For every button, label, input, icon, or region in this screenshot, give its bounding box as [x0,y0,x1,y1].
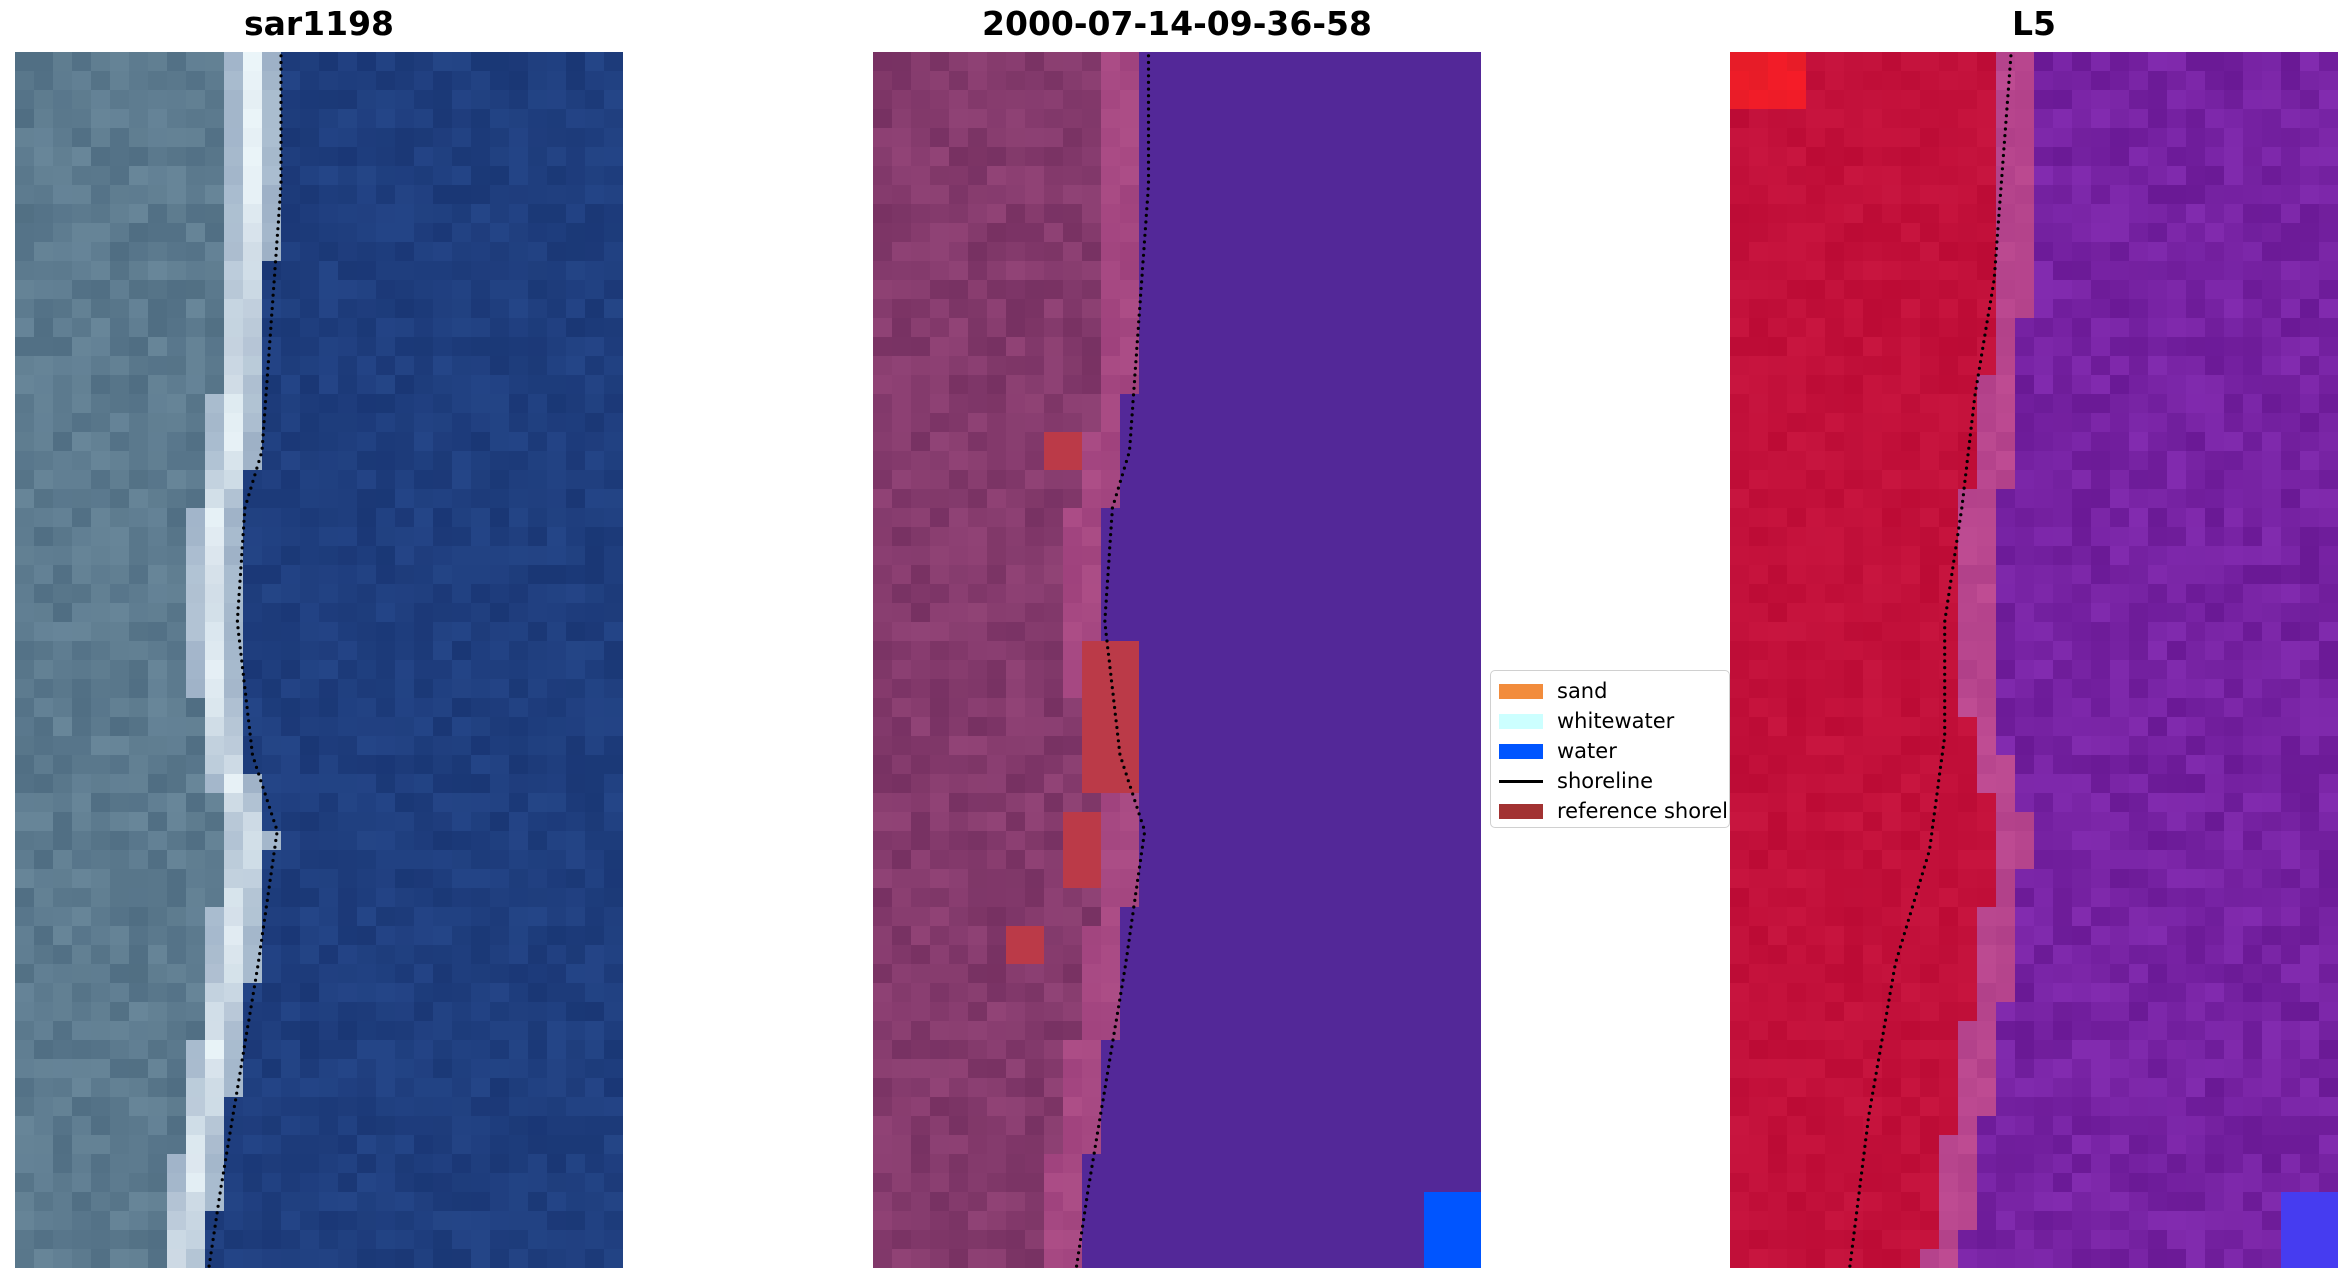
legend-item-water: water [1491,735,1729,765]
reference-shoreline-block [1044,432,1082,470]
legend-item-whitewater: whitewater [1491,705,1729,735]
legend-item-sand: sand [1491,675,1729,705]
rgb-image-panel [15,52,623,1268]
water-swatch [1499,744,1543,759]
classified-image-panel [873,52,1481,1268]
legend-label-sand: sand [1557,679,1608,703]
shoreline-dots [1075,54,1151,1268]
legend: sand whitewater water shoreline referenc… [1490,670,1730,828]
reference-shoreline-block [1063,812,1101,888]
panel-title-classified: 2000-07-14-09-36-58 [982,4,1372,43]
panel-title-rgb: sar1198 [243,4,395,43]
panel-title-index: L5 [2012,4,2056,43]
reference-shoreline-block [1006,926,1044,964]
legend-label-shoreline: shoreline [1557,769,1654,793]
reference-shoreline-swatch [1499,804,1543,819]
shoreline-dots [207,54,283,1268]
shoreline-dots [1848,54,2013,1268]
whitewater-swatch [1499,714,1543,729]
shoreline-line-sample [1499,780,1543,783]
sand-swatch [1499,684,1543,699]
legend-item-shoreline: shoreline [1491,765,1729,795]
legend-label-whitewater: whitewater [1557,709,1675,733]
reference-shoreline-block [1082,698,1139,793]
legend-label-reference-shoreline: reference shoreline [1557,799,1729,823]
legend-item-reference-shoreline: reference shoreline [1491,795,1729,825]
index-image [1730,52,2338,1268]
index-image-panel [1730,52,2338,1268]
legend-label-water: water [1557,739,1617,763]
reference-shoreline-block [1082,641,1139,698]
rgb-image [15,52,623,1268]
classified-image [873,52,1481,1268]
